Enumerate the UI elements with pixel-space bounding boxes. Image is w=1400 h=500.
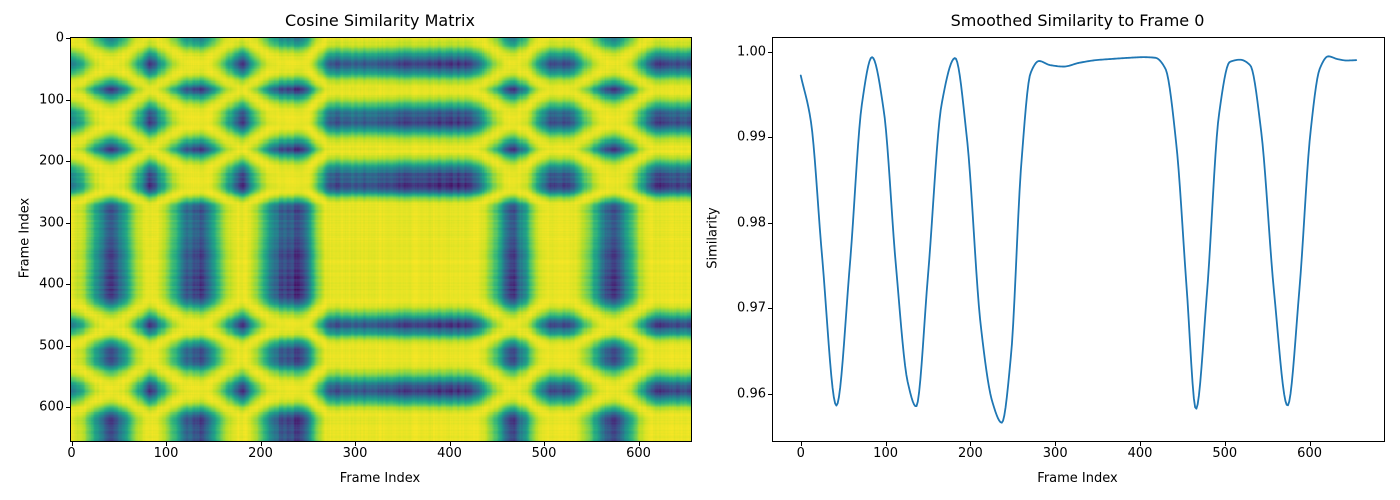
y-tick-mark xyxy=(768,308,772,310)
heatmap-axes: 0 100 200 300 400 500 600 0 100 200 300 400 500 600 xyxy=(39,32,692,460)
y-tick-mark xyxy=(768,137,772,139)
x-tick-mark xyxy=(638,442,640,446)
y-tick-mark xyxy=(66,99,70,101)
x-tick-label: 100 xyxy=(153,446,179,461)
x-tick-label: 0 xyxy=(67,446,76,461)
line-chart-title: Smoothed Similarity to Frame 0 xyxy=(950,11,1205,30)
heatmap-ylabel: Frame Index xyxy=(17,197,33,279)
y-tick-label: 0 xyxy=(55,30,64,46)
x-tick-label: 500 xyxy=(1212,446,1238,461)
line-chart-xlabel: Frame Index xyxy=(1037,471,1118,486)
x-tick-label: 0 xyxy=(796,446,805,461)
x-tick-mark xyxy=(260,442,262,446)
x-tick-label: 500 xyxy=(531,446,557,461)
x-tick-mark xyxy=(970,442,972,446)
x-tick-label: 600 xyxy=(626,446,651,461)
y-tick-label: 1.00 xyxy=(737,44,766,60)
x-tick-label: 300 xyxy=(1042,446,1068,461)
x-tick-label: 200 xyxy=(957,446,983,461)
x-tick-mark xyxy=(355,442,356,446)
y-tick-mark xyxy=(768,51,772,53)
heatmap-canvas xyxy=(71,38,691,441)
line-chart-ylabel: Similarity xyxy=(705,207,721,269)
y-tick-label: 0.98 xyxy=(737,215,766,231)
x-tick-label: 100 xyxy=(873,446,899,461)
x-tick-mark xyxy=(800,442,802,446)
y-tick-mark xyxy=(66,161,70,163)
y-tick-mark xyxy=(66,406,70,408)
y-tick-mark xyxy=(66,38,70,40)
heatmap-xlabel: Frame Index xyxy=(339,471,421,486)
y-tick-label: 100 xyxy=(39,92,64,108)
x-tick-label: 300 xyxy=(342,446,368,461)
x-tick-mark xyxy=(166,442,167,446)
x-tick-mark xyxy=(1055,442,1057,446)
y-tick-mark xyxy=(768,222,772,224)
y-tick-label: 600 xyxy=(39,399,64,415)
y-tick-label: 300 xyxy=(39,215,64,231)
y-tick-mark xyxy=(66,222,70,224)
line-chart-plot-area xyxy=(799,55,1358,424)
y-tick-mark xyxy=(66,345,70,347)
y-tick-mark xyxy=(768,393,772,395)
x-tick-mark xyxy=(885,442,887,446)
x-tick-mark xyxy=(449,442,451,446)
heatmap-title: Cosine Similarity Matrix xyxy=(285,11,475,30)
y-tick-label: 0.99 xyxy=(737,129,766,145)
y-tick-mark xyxy=(66,284,70,285)
y-tick-label: 0.96 xyxy=(737,386,766,402)
x-tick-mark xyxy=(1140,442,1141,446)
x-tick-mark xyxy=(71,442,73,446)
x-tick-label: 400 xyxy=(1127,446,1153,461)
y-tick-label: 0.97 xyxy=(737,300,766,316)
x-tick-label: 400 xyxy=(437,446,462,461)
x-tick-label: 600 xyxy=(1297,446,1323,461)
line-chart-axes: 0 100 200 300 400 500 600 0.96 0.97 0.98 0.99 1.00 xyxy=(737,37,1385,460)
x-tick-mark xyxy=(544,442,545,446)
x-tick-mark xyxy=(1224,442,1226,446)
x-tick-mark xyxy=(1309,442,1311,446)
y-tick-label: 200 xyxy=(39,153,64,169)
y-tick-label: 400 xyxy=(39,276,64,292)
x-tick-label: 200 xyxy=(248,446,273,461)
similarity-line xyxy=(799,55,1358,424)
y-tick-label: 500 xyxy=(39,338,64,353)
